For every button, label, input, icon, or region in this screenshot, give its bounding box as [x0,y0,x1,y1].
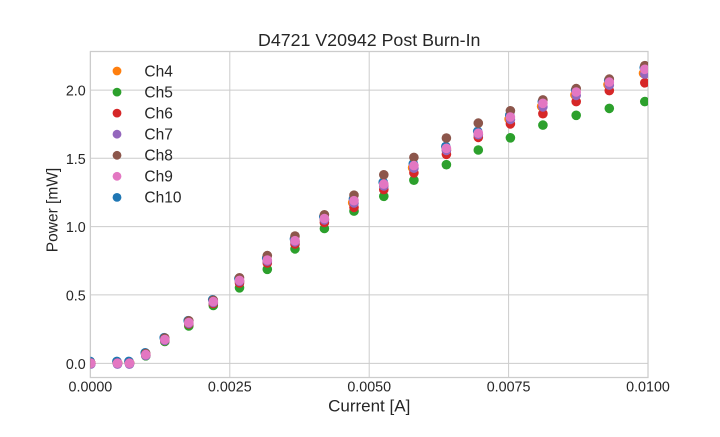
svg-text:Ch7: Ch7 [144,127,172,144]
svg-text:D4721 V20942 Post Burn-In: D4721 V20942 Post Burn-In [258,30,480,50]
svg-text:0.0075: 0.0075 [487,380,531,396]
svg-text:Power [mW]: Power [mW] [45,168,62,252]
svg-text:0.5: 0.5 [66,288,86,304]
svg-text:Ch4: Ch4 [144,63,173,80]
svg-text:Ch9: Ch9 [144,169,172,186]
svg-text:0.0050: 0.0050 [347,380,391,396]
svg-text:Ch10: Ch10 [144,190,181,207]
svg-text:0.0: 0.0 [66,357,86,373]
svg-text:Ch8: Ch8 [144,148,172,165]
svg-text:1.5: 1.5 [66,152,86,168]
svg-text:0.0025: 0.0025 [208,380,252,396]
svg-text:Current [A]: Current [A] [328,396,410,415]
svg-text:1.0: 1.0 [66,220,86,236]
svg-text:Ch6: Ch6 [144,105,172,122]
svg-text:Ch5: Ch5 [144,84,172,101]
svg-text:0.0000: 0.0000 [69,380,113,396]
svg-text:0.0100: 0.0100 [626,380,670,396]
svg-text:2.0: 2.0 [66,84,86,100]
